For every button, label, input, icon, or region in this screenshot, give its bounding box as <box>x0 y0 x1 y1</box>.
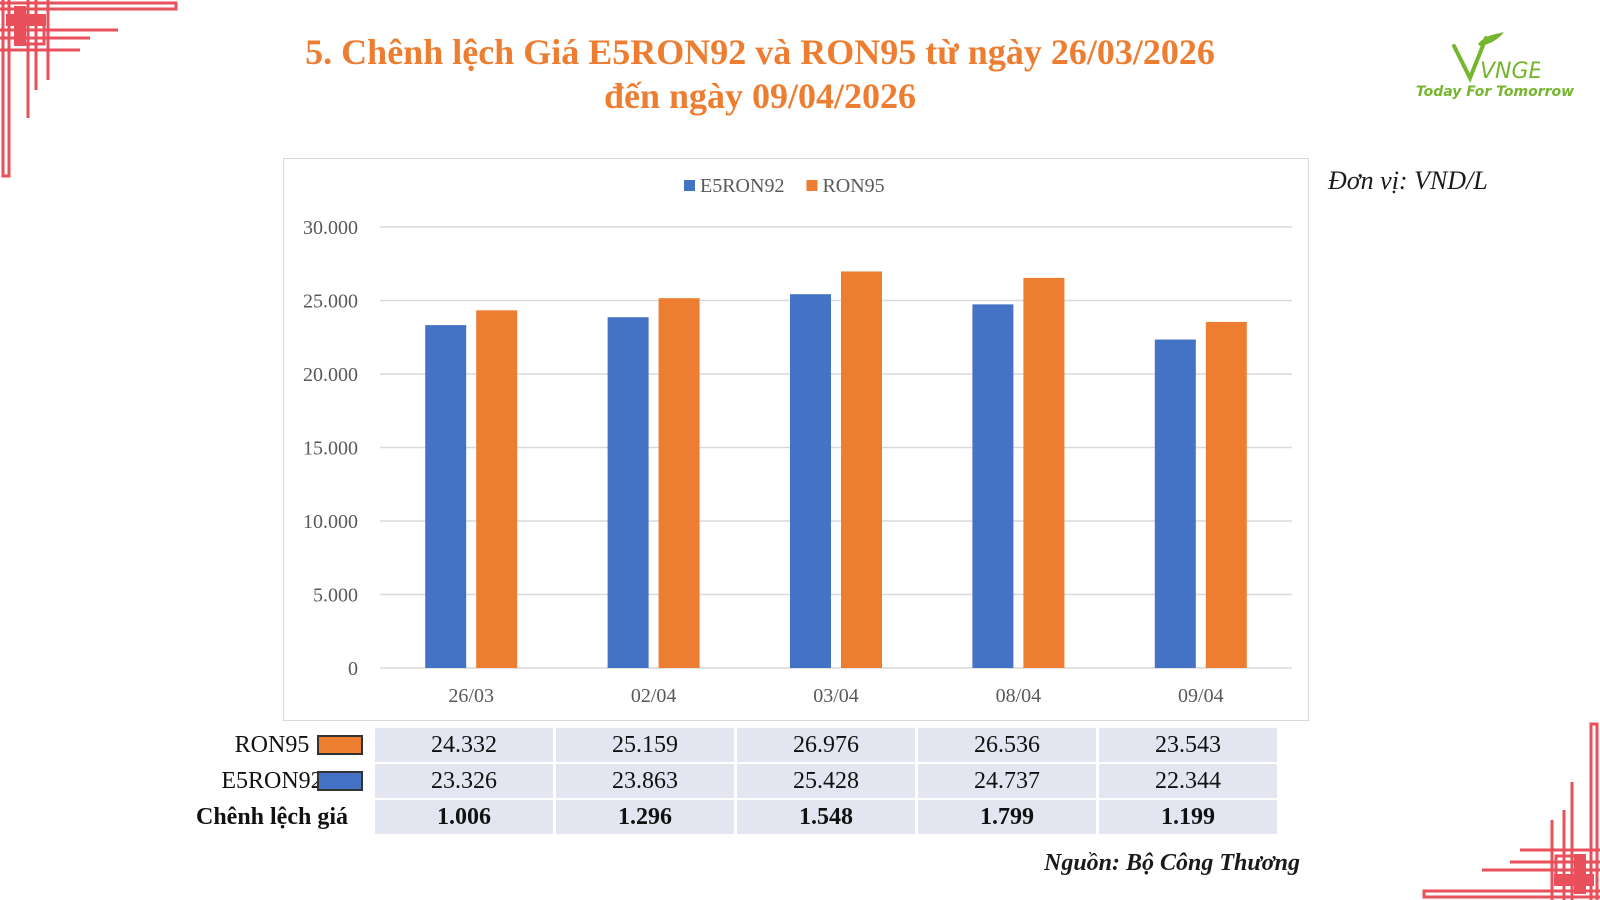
table-cell: 25.159 <box>556 728 734 762</box>
logo-brand-text: VNGE <box>1480 59 1540 84</box>
legend-label-e5ron92: E5RON92 <box>700 175 784 197</box>
y-tick-label: 10.000 <box>303 511 358 533</box>
x-tick-label: 26/03 <box>448 685 494 707</box>
row-label-text: RON95 <box>234 731 310 758</box>
unit-label: Đơn vị: VND/L <box>1328 166 1488 195</box>
bar-e5ron92-09-04 <box>1154 339 1196 668</box>
table-cell: 1.799 <box>918 800 1096 834</box>
vnge-logo: VNGE Today For Tomorrow <box>1390 18 1590 108</box>
bar-ron95-08-04 <box>1023 277 1065 668</box>
x-tick-label: 02/04 <box>631 685 677 707</box>
bar-e5ron92-26-03 <box>425 325 467 668</box>
y-tick-label: 15.000 <box>303 438 358 460</box>
table-cell: 1.006 <box>375 800 553 834</box>
table-cell: 25.428 <box>737 764 915 798</box>
x-tick-label: 09/04 <box>1178 685 1224 707</box>
table-row: RON95 24.332 25.159 26.976 26.536 23.543 <box>172 728 1277 762</box>
table-cell: 23.543 <box>1099 728 1277 762</box>
bar-ron95-09-04 <box>1205 321 1247 668</box>
table-cell: 1.296 <box>556 800 734 834</box>
y-tick-label: 25.000 <box>303 291 358 313</box>
corner-decoration-bottom-right <box>1422 722 1600 900</box>
vnge-leaf-logo-icon: VNGE <box>1452 32 1540 84</box>
bar-ron95-02-04 <box>658 298 700 668</box>
table-cell: 23.326 <box>375 764 553 798</box>
title-line-1: 5. Chênh lệch Giá E5RON92 và RON95 từ ng… <box>305 32 1215 72</box>
table-cell: 24.332 <box>375 728 553 762</box>
y-tick-label: 0 <box>348 658 358 680</box>
legend-swatch-ron95 <box>806 180 818 191</box>
bar-e5ron92-02-04 <box>607 317 649 668</box>
table-row: E5RON92 23.326 23.863 25.428 24.737 22.344 <box>172 764 1277 798</box>
table-cell: 1.548 <box>737 800 915 834</box>
chart-area: 0 5.000 10.000 15.000 20.000 25.000 30.000 26/0… <box>283 158 1309 721</box>
corner-decoration-top-left <box>0 0 178 178</box>
data-table-grid: RON95 24.332 25.159 26.976 26.536 23.543 E5RON… <box>169 726 1280 836</box>
legend-label-ron95: RON95 <box>822 175 884 197</box>
table-cell: 24.737 <box>918 764 1096 798</box>
data-table: RON95 24.332 25.159 26.976 26.536 23.543 E5RON… <box>172 726 1280 836</box>
row-label-text: E5RON92 <box>221 767 323 794</box>
row-label-text: Chênh lệch giá <box>195 803 348 830</box>
x-tick-label: 08/04 <box>996 685 1042 707</box>
row-color-swatch <box>317 735 363 755</box>
y-tick-label: 30.000 <box>303 217 358 239</box>
row-label: Chênh lệch giá <box>172 800 372 834</box>
table-cell: 1.199 <box>1099 800 1277 834</box>
table-cell: 22.344 <box>1099 764 1277 798</box>
title-line-2: đến ngày 09/04/2026 <box>603 76 917 116</box>
row-label: RON95 <box>172 728 372 762</box>
row-color-swatch <box>317 771 363 791</box>
logo-tagline: Today For Tomorrow <box>1415 84 1575 100</box>
bar-e5ron92-03-04 <box>790 294 831 668</box>
source-note: Nguồn: Bộ Công Thương <box>1044 850 1300 876</box>
table-cell: 26.976 <box>737 728 915 762</box>
table-cell: 23.863 <box>556 764 734 798</box>
bar-e5ron92-08-04 <box>972 304 1014 668</box>
bar-chart: 0 5.000 10.000 15.000 20.000 25.000 30.000 26/0… <box>303 175 1292 707</box>
chart-title: 5. Chênh lệch Giá E5RON92 và RON95 từ ng… <box>250 30 1270 118</box>
bar-ron95-26-03 <box>476 310 518 668</box>
y-tick-label: 5.000 <box>313 585 358 607</box>
x-tick-label: 03/04 <box>813 685 859 707</box>
table-row: Chênh lệch giá 1.006 1.296 1.548 1.799 1.199 <box>172 800 1277 834</box>
table-cell: 26.536 <box>918 728 1096 762</box>
row-label: E5RON92 <box>172 764 372 798</box>
y-tick-label: 20.000 <box>303 364 358 386</box>
legend-swatch-e5ron92 <box>684 180 695 191</box>
bar-ron95-03-04 <box>841 271 882 668</box>
